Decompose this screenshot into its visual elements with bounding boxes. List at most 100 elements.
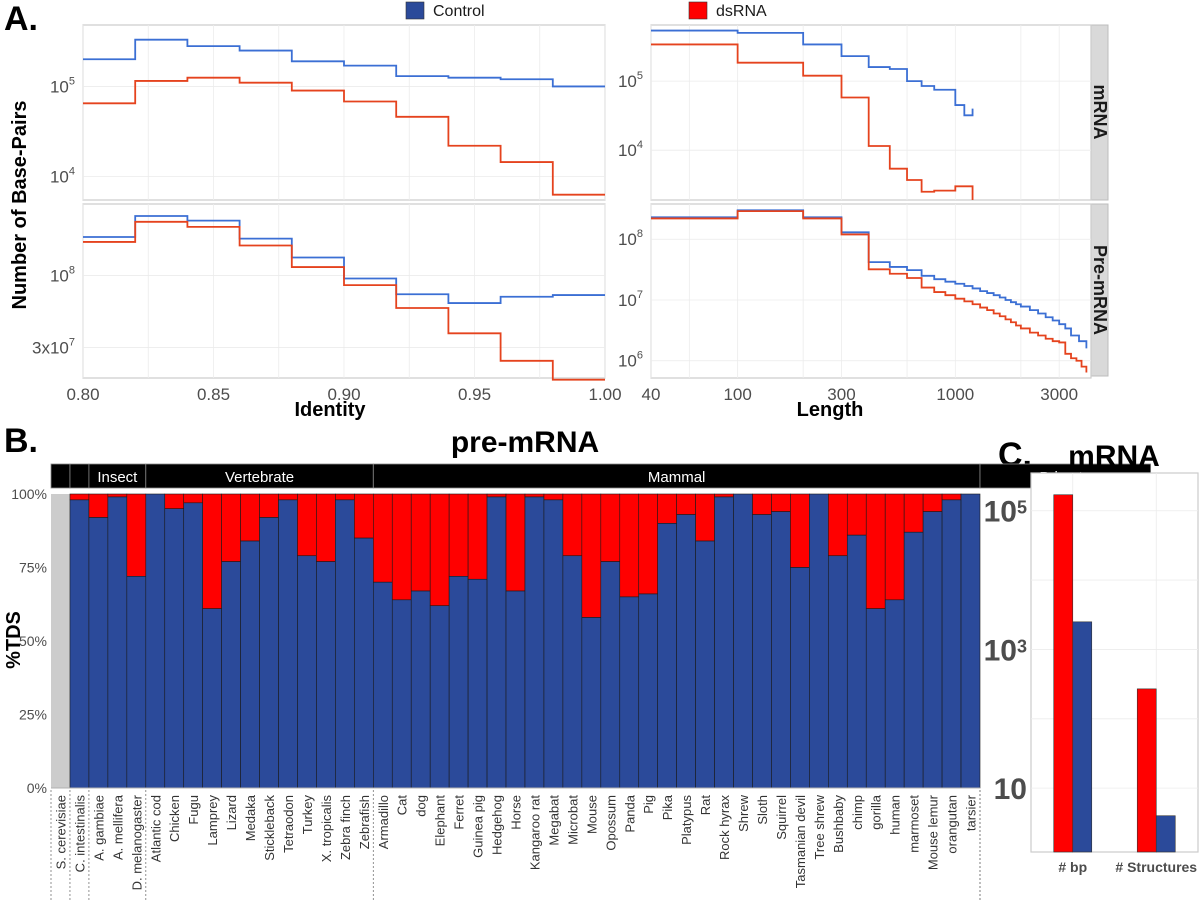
panel-c-x-tick-label-bp: # bp [1058,859,1087,875]
panel-a-mrna-length-series-control [651,29,974,117]
bar-dsrna-opossum [600,493,621,562]
bar-dsrna-guinea-pig [467,493,488,580]
bar-dsrna-zebrafish [354,493,374,539]
bar-dsrna-squirrel [771,493,791,512]
x-tick-label-lizard: Lizard [224,795,239,830]
bar-control-hedgehog [486,496,507,789]
x-tick-label-panda: Panda [622,794,637,832]
bar-control-dog [410,590,431,789]
bar-control-opossum [600,561,621,789]
legend-label-control: Control [433,3,485,20]
x-tick-label-bushbaby: Bushbaby [831,795,846,853]
x-tick-label-pig: Pig [641,795,656,814]
bar-dsrna-marmoset [903,493,924,533]
panel-c-x-tick-label-structures: # Structures [1115,859,1197,875]
panel-a-pre-mrna-identity-x-tick-label: 1.00 [588,385,621,404]
x-tick-label-megabat: Megabat [546,795,561,846]
bar-control-kangaroo-rat [524,496,545,789]
panel-a-pre-mrna-identity-x-tick-label: 0.90 [327,385,360,404]
panel-a-mrna-identity-series-control [83,38,605,88]
panel-a-mrna-identity-series-dsrna [83,76,605,196]
bar-control-human [884,599,905,789]
panel-a-pre-mrna-length-y-tick-label: 108 [618,228,643,249]
bar-dsrna-stickleback [259,493,279,518]
panel-c-title: mRNA [1068,440,1160,473]
panel-a-pre-mrna-length-series-dsrna [651,210,1088,373]
x-tick-label-tasmanian-devil: Tasmanian devil [793,795,808,888]
bar-dsrna-dog [410,493,431,592]
bar-control-gorilla [865,608,886,789]
bar-control-sloth [752,514,772,789]
panel-b-y-tick-label: 0% [27,780,47,796]
bar-no-data-s-cerevisiae [51,494,70,788]
bar-dsrna-d-melanogaster [126,493,147,577]
legend-label-dsrna: dsRNA [716,3,767,20]
bar-dsrna-rock-hyrax [714,493,734,498]
panel-a-pre-mrna-length-x-tick-label: 40 [642,385,661,404]
legend-swatch-dsrna [688,1,708,20]
bar-dsrna-elephant [429,493,450,607]
bar-control-tetraodon [278,499,298,789]
facet-strip-label-premrna: Pre-mRNA [1090,245,1110,335]
bar-control-zebra-finch [335,499,355,789]
group-header-mammal [372,463,981,489]
x-tick-label-ferret: Ferret [452,795,467,830]
bar-control-megabat [543,499,564,789]
bar-dsrna-a-gambiae [88,493,109,518]
x-tick-label-s-cerevisiae: S. cerevisiae [53,795,68,869]
bar-dsrna-a-mellifera [107,493,128,498]
x-tick-label-elephant: Elephant [433,795,448,847]
bar-dsrna-x-tropicalis [316,493,336,562]
bar-dsrna-sloth [752,493,772,515]
bar-dsrna-lamprey [202,493,222,609]
bar-dsrna-pig [638,493,658,595]
bar-control-horse [505,590,526,789]
bar-control-squirrel [771,511,791,789]
x-tick-label-tree-shrew: Tree shrew [812,794,827,859]
x-tick-label-platypus: Platypus [679,795,694,845]
panel-a-x-axis-title-length: Length [797,399,864,421]
x-tick-label-rat: Rat [698,795,713,816]
panel-c-bar-dsrna-structures [1136,688,1157,853]
panel-a-mrna-length-frame [650,24,1092,201]
bar-dsrna-mouse-lemur [922,493,943,512]
group-header-label-vertebrate: Vertebrate [225,469,294,486]
bar-dsrna-horse [505,493,526,592]
panel-a-x-axis-title-identity: Identity [294,399,366,421]
bar-dsrna-tetraodon [278,493,298,501]
bar-dsrna-rat [695,493,715,542]
bar-control-bushbaby [828,555,848,789]
panel-b-y-tick-label: 25% [19,707,47,723]
x-tick-label-gorilla: gorilla [869,794,884,829]
panel-a-pre-mrna-length-x-tick-label: 1000 [936,385,974,404]
panel-a-mrna-length-y-tick-label: 105 [618,70,643,91]
panel-a-mrna-identity: 104 105 [50,24,606,201]
bar-dsrna-microbat [562,493,583,557]
panel-b: pre-mRNA %TDS InsectVertebrateMammalPrim… [3,426,1152,902]
x-tick-label-squirrel: Squirrel [774,795,789,840]
x-tick-label-zebrafish: Zebrafish [357,795,372,849]
x-tick-label-stickleback: Stickleback [262,795,277,861]
bar-control-a-gambiae [88,517,109,789]
group-header-blank [50,463,71,489]
bar-dsrna-platypus [676,493,696,515]
panel-b-y-axis-title: %TDS [3,611,25,669]
panel-c-y-tick-label: 105 [984,496,1027,529]
x-tick-label-chicken: Chicken [167,795,182,842]
panel-a-mrna-length-series-dsrna [651,43,974,200]
x-tick-label-cat: Cat [395,795,410,816]
panel-a-pre-mrna-length-frame [650,203,1092,379]
bar-control-microbat [562,555,583,789]
bar-dsrna-megabat [543,493,564,501]
bar-dsrna-orangutan [941,493,962,501]
x-tick-label-fugu: Fugu [186,795,201,825]
bar-control-chicken [164,508,185,789]
bar-control-elephant [429,605,450,789]
bar-dsrna-gorilla [865,493,886,609]
panel-a-pre-mrna-identity-x-tick-label: 0.80 [66,385,99,404]
bar-dsrna-zebra-finch [335,493,355,501]
bar-control-medaka [240,540,260,789]
x-tick-label-chimp: chimp [850,795,865,830]
x-tick-label-shrew: Shrew [736,794,751,831]
x-tick-label-orangutan: orangutan [945,795,960,854]
